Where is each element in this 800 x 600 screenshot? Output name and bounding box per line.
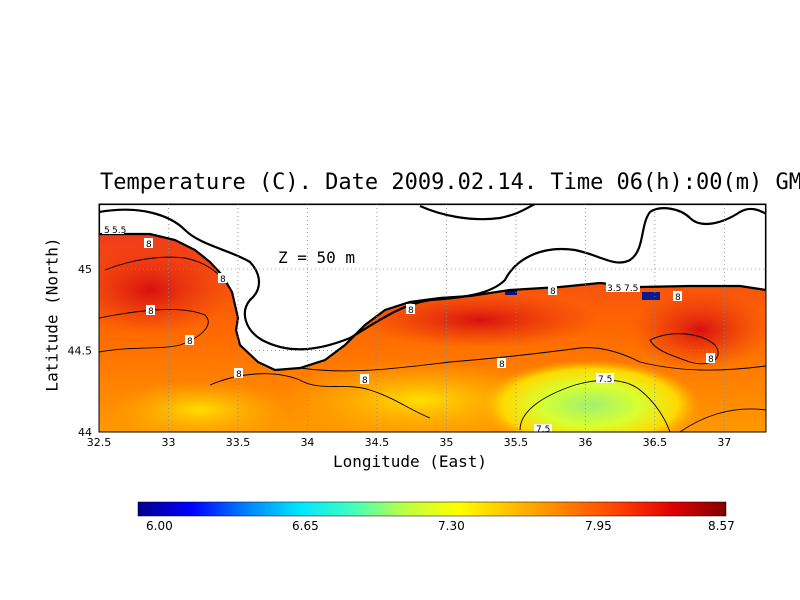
contour-label: 8 [218,273,227,285]
x-axis-label: Longitude (East) [332,452,488,471]
x-tick-label: 33.5 [226,436,251,449]
contour-label: 8 [146,305,155,317]
land-crimea [99,204,766,372]
x-tick-label: 36.5 [643,436,668,449]
svg-text:7.5: 7.5 [624,284,638,294]
colorbar-tick: 6.65 [292,519,319,533]
cold-spot-3 [642,292,660,300]
svg-text:8: 8 [499,360,505,370]
svg-text:8: 8 [220,275,226,285]
contour-label: 8 [360,374,369,386]
svg-text:7.5: 7.5 [536,425,550,435]
cool-patch-southeast [480,360,700,432]
contour-label: 8 [234,368,243,380]
contour-label: 3.5 7.5 [606,282,640,294]
colorbar-tick: 6.00 [146,519,173,533]
contour-label: 5 5.5 [102,225,126,236]
colorbar [137,501,727,517]
y-axis-ticks: 45 44.5 44 [68,263,93,439]
contour-8-south [209,373,431,419]
colorbar-tick: 7.30 [438,519,465,533]
svg-text:8: 8 [550,287,556,297]
x-tick-label: 36 [578,436,592,449]
plot-frame [98,203,767,433]
yellow-patch-southwest [110,380,290,432]
map-title: Temperature (C). Date 2009.02.14. Time 0… [100,170,800,195]
y-axis-label: Latitude (North) [42,237,62,392]
contour-label: 8 [706,353,715,365]
contour-label: 8 [185,335,194,347]
contour-label: 8 [497,358,506,370]
warm-patch-central [360,292,600,348]
contour-label: 8 [548,285,557,297]
contour-8-southeast [679,408,766,432]
coastline-interior [99,207,766,351]
svg-text:5.5: 5.5 [112,226,126,236]
contour-label: 8 [406,304,415,316]
svg-text:8: 8 [236,370,242,380]
svg-text:8: 8 [408,306,414,316]
contour-label: 7.5 [596,373,614,385]
y-tick-label: 45 [78,263,92,276]
y-tick-label: 44 [78,426,92,439]
x-tick-label: 35.5 [504,436,529,449]
svg-text:8: 8 [362,376,368,386]
y-tick-label: 44.5 [68,345,93,358]
svg-text:8: 8 [675,293,681,303]
coastline-azov [419,204,536,221]
svg-text:8: 8 [148,307,154,317]
contour-label: 7.5 [534,424,552,435]
svg-text:5: 5 [104,226,110,236]
colorbar-tick: 8.57 [708,519,735,533]
svg-text:8: 8 [708,355,714,365]
warm-patch-east [630,290,766,370]
contours [99,256,766,432]
contour-label: 8 [144,238,153,250]
x-tick-label: 34 [300,436,314,449]
x-tick-label: 32.5 [87,436,112,449]
x-tick-label: 33 [161,436,175,449]
svg-text:7.5: 7.5 [598,375,612,385]
contour-8-central [299,347,766,372]
svg-text:8: 8 [187,337,193,347]
x-tick-label: 35 [439,436,453,449]
contour-8-northwest [104,256,226,283]
contour-8-east-loop [649,333,719,365]
depth-label: Z = 50 m [278,248,356,267]
x-tick-label: 34.5 [365,436,390,449]
contour-labels: 5 5.5 8 8 8 8 8 8 8 8 8 3.5 7.5 8 8 7.5 7.… [102,225,715,435]
x-tick-label: 37 [717,436,731,449]
contour-label: 8 [673,291,682,303]
colorbar-tick: 7.95 [585,519,612,533]
svg-text:8: 8 [146,240,152,250]
svg-text:3.5: 3.5 [607,284,621,294]
x-axis-ticks: 32.5 33 33.5 34 34.5 35 35.5 36 36.5 37 [87,436,732,449]
